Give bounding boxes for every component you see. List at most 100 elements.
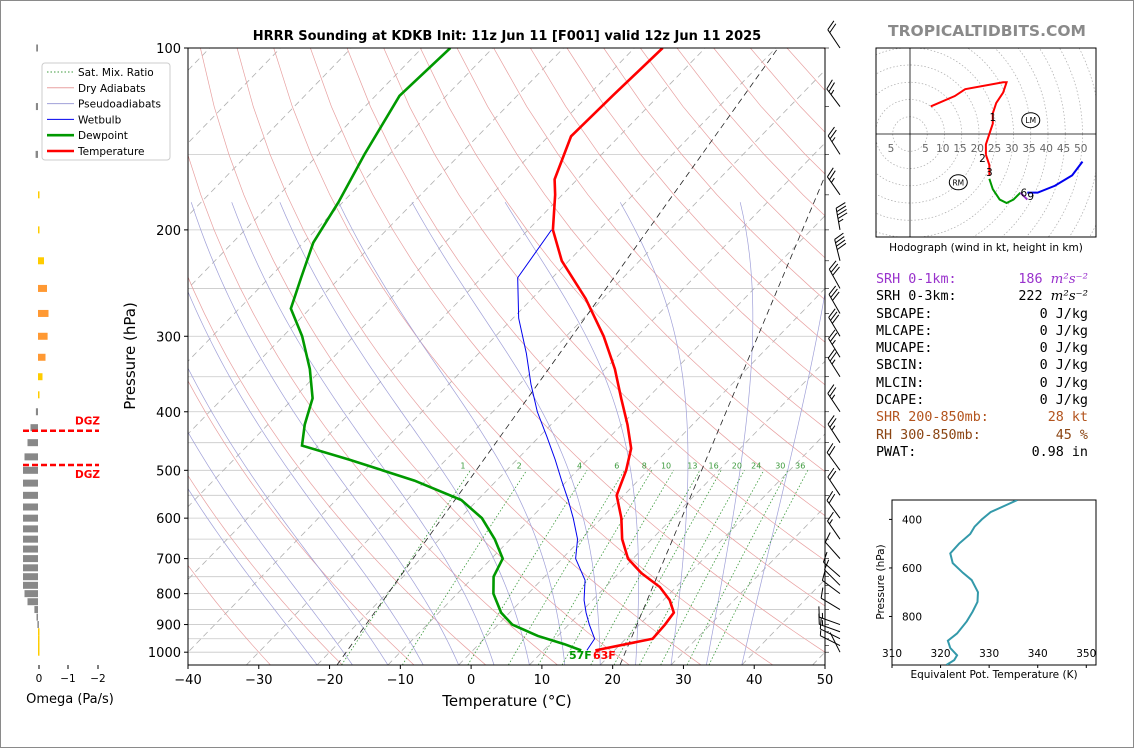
y-tick-label: 800 [156, 588, 181, 603]
wind-barb [827, 126, 841, 155]
stat-value: 0 J/kg [1039, 323, 1088, 339]
moist-adiabat [190, 202, 459, 665]
theta-e-y-tick-label: 600 [902, 563, 922, 575]
isotherm-line [458, 287, 825, 665]
omega-axis-label: Omega (Pa/s) [26, 692, 114, 707]
isotherm-line [188, 48, 564, 435]
omega-bar [30, 424, 38, 432]
y-tick-label: 100 [156, 42, 181, 57]
hodograph-ring-label: 45 [1057, 143, 1070, 155]
omega-bar [38, 353, 46, 361]
hodograph-segment [988, 178, 1022, 205]
stat-value: 0 J/kg [1039, 393, 1088, 409]
stat-row: MLCAPE: 0 J/kg [876, 323, 1088, 340]
legend: Sat. Mix. Ratio Dry Adiabats Pseudoadiabat… [41, 62, 171, 161]
storm-motion-marker [1021, 112, 1041, 129]
dry-adiabat [188, 564, 271, 665]
hodograph-height-label: 3 [986, 167, 993, 179]
omega-bar [38, 373, 43, 381]
stat-label: SRH 0-1km: [876, 272, 957, 287]
wind-barb [818, 606, 841, 626]
mixing-ratio-label: 8 [642, 461, 647, 470]
omega-bar [34, 606, 38, 614]
legend-label: Temperature [77, 146, 145, 158]
mixing-ratio-line [613, 470, 722, 665]
isotherm-line [188, 48, 777, 653]
wind-barb [826, 167, 841, 196]
hodograph-area [876, 48, 1096, 237]
parameter-table: SRH 0-1km: 186 m²s⁻² SRH 0-3km: 222 m²s⁻² SB… [876, 271, 1088, 461]
theta-e-area [945, 500, 1018, 665]
legend-label: Wetbulb [78, 114, 122, 126]
stat-value: 0 J/kg [1039, 306, 1088, 322]
hodograph-height-label: 9 [1027, 191, 1034, 203]
stat-unit: m²s⁻² [1050, 272, 1088, 287]
hodograph-ring-label: 5 [888, 143, 895, 155]
theta-e-y-tick-label: 400 [902, 514, 922, 526]
omega-bar [35, 103, 38, 111]
wind-barb [827, 20, 841, 49]
moist-adiabat [706, 202, 754, 665]
dry-adiabat [188, 276, 487, 665]
hodograph-segment [1027, 161, 1084, 194]
moist-adiabat [411, 202, 601, 665]
dry-adiabat [383, 48, 825, 561]
legend-label: Dry Adiabats [78, 83, 146, 95]
hodograph-ring-label: 5 [922, 143, 929, 155]
dry-adiabat [530, 48, 825, 386]
theta-e-x-tick-label: 350 [1076, 648, 1096, 660]
moist-adiabat [619, 202, 689, 665]
stat-unit: m²s⁻² [1050, 289, 1088, 305]
hodograph-ring-label: 15 [953, 143, 966, 155]
moist-adiabat [741, 290, 825, 665]
dry-adiabat [200, 48, 630, 665]
moist-adiabat [504, 202, 639, 665]
y-tick-label: 400 [156, 406, 181, 421]
dgz-label: DGZ [75, 469, 100, 481]
stat-value: 0 J/kg [1039, 358, 1088, 374]
dry-adiabat [188, 154, 558, 665]
x-tick-label: −40 [174, 673, 201, 688]
stat-value: 222 m²s⁻² [1018, 289, 1088, 305]
hodograph-ring-label: 50 [1074, 143, 1087, 155]
moist-adiabat [279, 202, 530, 665]
isotherm-line [529, 360, 825, 665]
y-tick-label: 300 [156, 330, 181, 345]
omega-bar [38, 648, 40, 656]
stat-value: 0 J/kg [1039, 341, 1088, 357]
wind-barb [824, 532, 841, 559]
moist-adiabat [231, 202, 495, 665]
omega-tick-label: −2 [90, 673, 105, 685]
stat-label: MUCAPE: [876, 341, 933, 357]
mixing-ratio-line [341, 470, 471, 665]
omega-bar [23, 535, 38, 543]
stat-row: MLCIN: 0 J/kg [876, 375, 1088, 392]
mixing-ratio-label: 16 [709, 461, 719, 470]
dry-adiabat [420, 48, 825, 517]
surface-dewpoint-label: 57F [569, 649, 592, 662]
stat-label: SHR 200-850mb: [876, 410, 989, 426]
y-tick-label: 700 [156, 553, 181, 568]
stat-label: SBCIN: [876, 358, 925, 374]
mixing-ratio-line [467, 470, 588, 665]
wind-barb [826, 443, 841, 471]
omega-bar [23, 466, 38, 474]
moist-adiabat [188, 367, 389, 665]
theta-e-x-tick-label: 330 [979, 648, 999, 660]
x-tick-label: −10 [387, 673, 414, 688]
stat-row: SBCIN: 0 J/kg [876, 357, 1088, 374]
wind-barb [828, 329, 841, 358]
wind-barb [828, 285, 841, 314]
stat-row: SBCAPE: 0 J/kg [876, 306, 1088, 323]
reference-dash-line [619, 175, 825, 665]
wetbulb-profile [517, 229, 596, 651]
hodograph-caption: Hodograph (wind in kt, height in km) [889, 242, 1083, 254]
stat-label: MLCAPE: [876, 323, 933, 339]
dry-adiabat [236, 48, 702, 665]
theta-e-x-tick-label: 310 [882, 648, 902, 660]
hodograph-ring-label: 30 [1005, 143, 1018, 155]
hodograph-height-label: 1 [989, 112, 996, 124]
wind-barb [819, 618, 841, 640]
dry-adiabat [310, 48, 825, 653]
